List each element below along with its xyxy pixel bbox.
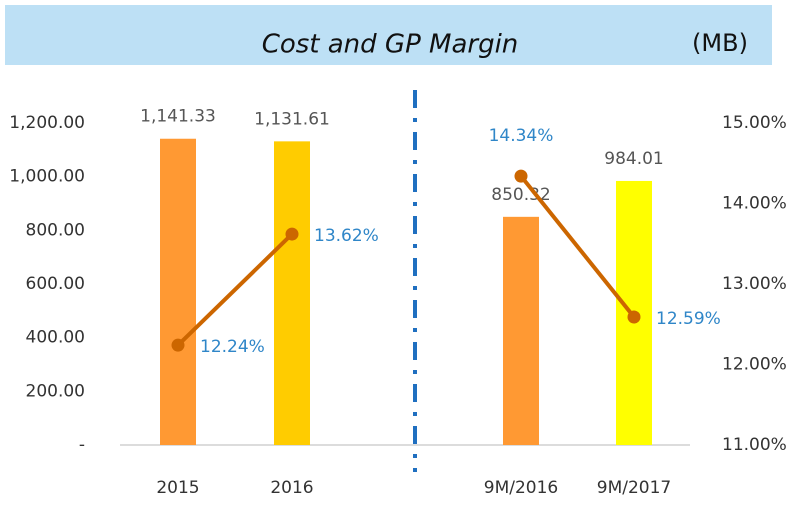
y-tick-label: 1,200.00	[9, 113, 85, 133]
margin-point	[627, 310, 641, 324]
margin-point	[514, 169, 528, 183]
margin-label: 13.62%	[314, 226, 379, 246]
y-tick-label: -	[79, 435, 85, 455]
bar-value-label: 1,131.61	[254, 109, 330, 129]
unit-label: (MB)	[692, 29, 748, 57]
y-tick-label: 400.00	[26, 328, 85, 348]
margin-point	[171, 338, 185, 352]
y-tick-label: 800.00	[26, 220, 85, 240]
x-tick-label: 9M/2017	[597, 478, 671, 498]
margin-label: 14.34%	[489, 126, 554, 146]
bar	[160, 138, 196, 446]
margin-line	[176, 232, 294, 347]
x-tick-label: 2016	[270, 478, 313, 498]
margin-line	[519, 174, 636, 319]
title-bar	[5, 5, 772, 65]
margin-point	[285, 227, 299, 241]
bar-value-label: 850.32	[491, 185, 550, 205]
x-tick-label: 9M/2016	[484, 478, 558, 498]
y-tick-label: 200.00	[26, 381, 85, 401]
y2-tick-label: 14.00%	[722, 194, 787, 214]
y2-tick-label: 13.00%	[722, 274, 787, 294]
margin-label: 12.59%	[656, 309, 721, 329]
margin-label: 12.24%	[200, 337, 265, 357]
bar-value-label: 1,141.33	[140, 107, 216, 127]
chart-title: Cost and GP Margin	[262, 30, 519, 60]
y2-tick-label: 11.00%	[722, 435, 787, 455]
x-tick-label: 2015	[156, 478, 199, 498]
y-tick-label: 1,000.00	[9, 167, 85, 187]
bar-value-label: 984.01	[604, 149, 663, 169]
y-tick-label: 600.00	[26, 274, 85, 294]
y2-tick-label: 12.00%	[722, 355, 787, 375]
y2-tick-label: 15.00%	[722, 113, 787, 133]
bar	[274, 141, 310, 445]
bar	[503, 216, 539, 445]
